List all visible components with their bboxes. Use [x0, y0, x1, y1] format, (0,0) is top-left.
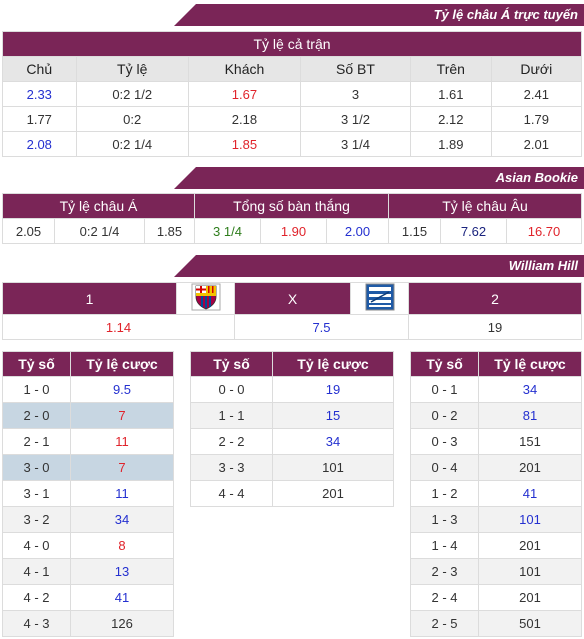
banner-title: Asian Bookie	[174, 167, 584, 189]
banner-title: Tỷ lệ châu Á trực tuyến	[174, 4, 584, 26]
away-win-label: 2	[408, 282, 582, 315]
away-scores-table: Tỷ số Tỷ lệ cược 0 - 1 34 0 - 2 81 0 - 3 15…	[410, 351, 582, 637]
table-row: 2.05 0:2 1/4 1.85 3 1/4 1.90 2.00 1.15 7…	[2, 218, 582, 244]
william-hill-banner: William Hill	[0, 255, 584, 277]
col-handicap: Tỷ lệ	[75, 56, 189, 82]
away-win-odds: 19	[408, 314, 582, 340]
table-row: 3 - 1 11	[2, 480, 174, 507]
home-logo	[176, 282, 235, 315]
table-row: 2.08 0:2 1/4 1.85 3 1/4 1.89 2.01	[2, 131, 583, 157]
table-row: 2.33 0:2 1/2 1.67 3 1.61 2.41	[2, 81, 583, 107]
table-row: 2 - 2 34	[190, 428, 394, 455]
banner-title: William Hill	[174, 255, 584, 277]
fulltime-title: Tỷ lệ cả trận	[2, 31, 582, 57]
total-goals-header: Tổng số bàn thắng	[194, 193, 389, 219]
col-away: Khách	[187, 56, 302, 82]
william-hill-table: 1 X	[2, 282, 582, 340]
table-row: 4 - 2 41	[2, 584, 174, 611]
table-row: 2 - 1 11	[2, 428, 174, 455]
table-row: 4 - 3 126	[2, 610, 174, 637]
barcelona-crest-icon	[191, 283, 220, 311]
asian-handicap-header: Tỷ lệ châu Á	[2, 193, 195, 219]
european-odds-header: Tỷ lệ châu Âu	[388, 193, 582, 219]
alaves-crest-icon	[365, 283, 394, 311]
asian-bookie-table: Tỷ lệ châu Á Tổng số bàn thắng Tỷ lệ châ…	[2, 193, 582, 244]
col-home: Chủ	[2, 56, 77, 82]
draw-odds: 7.5	[234, 314, 409, 340]
table-row: 1 - 0 9.5	[2, 376, 174, 403]
table-row: 0 - 2 81	[410, 402, 582, 429]
away-logo	[350, 282, 409, 315]
col-over: Trên	[409, 56, 492, 82]
table-row: 0 - 4 201	[410, 454, 582, 481]
table-row: 4 - 1 13	[2, 558, 174, 585]
home-win-label: 1	[2, 282, 177, 315]
online-asian-odds-banner: Tỷ lệ châu Á trực tuyến	[0, 4, 584, 26]
draw-scores-table: Tỷ số Tỷ lệ cược 0 - 0 19 1 - 1 15 2 - 2 34…	[190, 351, 394, 507]
table-row: 1 - 1 15	[190, 402, 394, 429]
home-win-odds: 1.14	[2, 314, 235, 340]
fulltime-odds-table: Tỷ lệ cả trận Chủ Tỷ lệ Khách Số BT Trên…	[2, 31, 583, 157]
table-row: 2 - 5 501	[410, 610, 582, 637]
table-row: 3 - 2 34	[2, 506, 174, 533]
draw-label: X	[234, 282, 351, 315]
table-row: 2 - 3 101	[410, 558, 582, 585]
table-row: 1 - 3 101	[410, 506, 582, 533]
table-row: 1.14 7.5 19	[2, 314, 582, 340]
table-row: 1.77 0:2 2.18 3 1/2 2.12 1.79	[2, 106, 583, 132]
table-row: 1 - 2 41	[410, 480, 582, 507]
table-row: 0 - 0 19	[190, 376, 394, 403]
table-row: 1 - 4 201	[410, 532, 582, 559]
table-row: 0 - 1 34	[410, 376, 582, 403]
col-under: Dưới	[490, 56, 583, 82]
table-row: 3 - 3 101	[190, 454, 394, 481]
table-row: 4 - 4 201	[190, 480, 394, 507]
asian-bookie-banner: Asian Bookie	[0, 167, 584, 189]
table-row: 2 - 4 201	[410, 584, 582, 611]
table-row: 0 - 3 151	[410, 428, 582, 455]
col-total-goals: Số BT	[300, 56, 411, 82]
